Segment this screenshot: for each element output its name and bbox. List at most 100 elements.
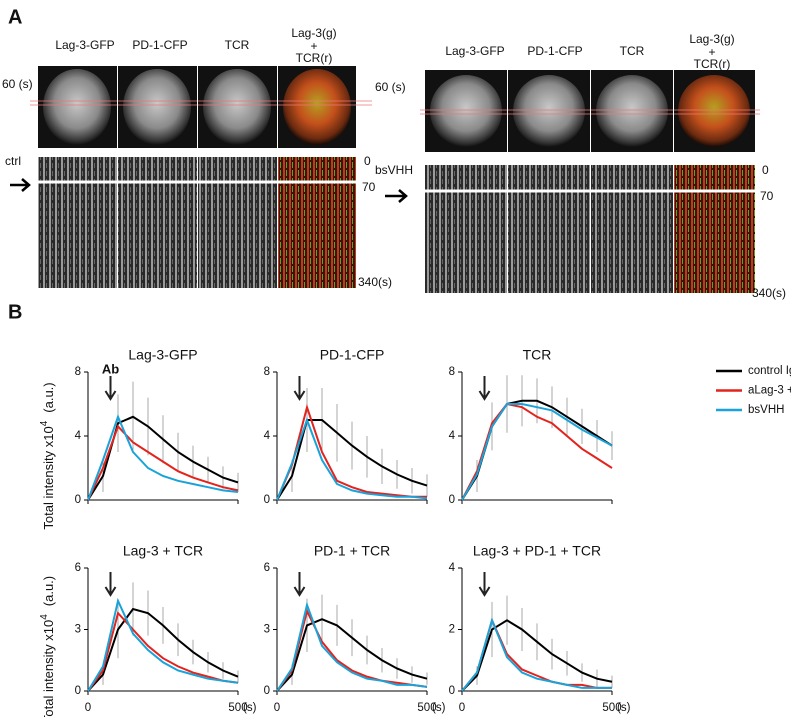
time-label: 70	[760, 189, 774, 203]
time-label: 60 (s)	[2, 77, 33, 91]
micrograph-cell	[123, 69, 191, 145]
y-tick-label: 4	[75, 430, 82, 442]
panel-label: B	[8, 301, 22, 323]
ab-arrow	[104, 376, 117, 401]
image-group-left: Lag-3-GFP PD-1-CFP TCR Lag-3(g) + TCR(r)…	[2, 26, 392, 289]
y-tick-label: 0	[449, 494, 455, 506]
image-group-right: Lag-3-GFP PD-1-CFP TCR Lag-3(g) + TCR(r)…	[375, 32, 786, 300]
y-tick-label: 3	[75, 624, 81, 636]
chart-title: Lag-3 + PD-1 + TCR	[473, 543, 601, 559]
chart-title: PD-1 + TCR	[314, 543, 390, 559]
y-tick-label: 8	[264, 366, 270, 378]
y-tick-label: 3	[264, 624, 270, 636]
column-header: Lag-3(g)	[689, 32, 734, 46]
arrow	[10, 178, 31, 192]
y-axis-label-exponent: 4	[39, 420, 50, 426]
x-tick-label: 0	[85, 702, 91, 714]
y-axis-label-unit: (a.u.)	[41, 576, 56, 606]
kymograph	[674, 165, 755, 293]
data-line	[461, 619, 613, 692]
x-tick-label: 500	[602, 702, 621, 714]
chart-title: PD-1-CFP	[320, 347, 385, 363]
legend-label: control IgG	[748, 365, 791, 377]
micrograph-cell	[678, 75, 750, 147]
annotation: Ab	[102, 361, 119, 376]
data-line	[276, 403, 427, 501]
ab-arrow	[104, 572, 117, 597]
panel-label: A	[8, 6, 22, 28]
y-axis-label-unit: (a.u.)	[41, 382, 56, 412]
ab-arrow	[478, 572, 491, 597]
micrograph-cell	[430, 75, 502, 147]
condition-label: bsVHH	[375, 163, 413, 177]
micrograph-cell	[43, 69, 111, 145]
micrograph-cell	[513, 75, 585, 147]
data-line	[276, 618, 428, 692]
x-axis-label: (s)	[243, 702, 257, 714]
data-line	[276, 419, 428, 501]
chart-title: TCR	[523, 347, 552, 363]
y-tick-label: 0	[264, 685, 270, 697]
kymograph	[38, 157, 277, 288]
ab-arrow	[293, 376, 306, 401]
data-line	[276, 601, 428, 692]
x-tick-label: 500	[228, 702, 247, 714]
kymograph	[278, 157, 356, 288]
ab-arrow	[293, 572, 306, 597]
time-label: 340(s)	[752, 286, 786, 300]
x-tick-label: 0	[274, 702, 280, 714]
micrograph-cell	[596, 75, 668, 147]
legend-label: aLag-3 + aPD-1	[748, 385, 791, 397]
micrograph-cell	[283, 69, 351, 145]
column-header: PD-1-CFP	[132, 38, 187, 52]
data-line	[461, 403, 613, 501]
condition-label: ctrl	[5, 154, 21, 168]
time-label: 0	[364, 154, 371, 168]
x-tick-label: 500	[417, 702, 436, 714]
data-line	[87, 611, 239, 692]
kymograph	[425, 165, 674, 293]
data-line	[276, 608, 428, 692]
column-header: TCR	[620, 44, 645, 58]
data-line	[87, 597, 239, 692]
y-tick-label: 8	[449, 366, 455, 378]
y-tick-label: 6	[75, 562, 81, 574]
column-header: TCR(r)	[694, 57, 731, 71]
y-tick-label: 0	[75, 685, 81, 697]
column-header: +	[708, 45, 715, 59]
y-tick-label: 4	[449, 562, 456, 574]
y-tick-label: 4	[264, 430, 271, 442]
x-axis-label: (s)	[432, 702, 446, 714]
data-line	[87, 414, 239, 501]
y-tick-label: 0	[264, 494, 270, 506]
time-label: 60 (s)	[375, 80, 406, 94]
ab-arrow	[478, 376, 491, 401]
x-tick-label: 0	[459, 702, 465, 714]
y-axis-label-exponent: 4	[39, 614, 50, 620]
y-tick-label: 0	[75, 494, 81, 506]
arrow	[385, 189, 408, 203]
time-label: 0	[762, 163, 769, 177]
chart-title: Lag-3 + TCR	[123, 543, 203, 559]
chart-title: Lag-3-GFP	[128, 347, 197, 363]
y-axis-label-text: Total intensity x10	[41, 426, 56, 529]
micrograph-cell	[203, 69, 271, 145]
y-tick-label: 2	[449, 624, 455, 636]
data-line	[87, 607, 239, 692]
time-label: 340(s)	[358, 275, 392, 289]
column-header: Lag-3-GFP	[55, 38, 114, 52]
data-line	[87, 424, 239, 501]
column-header: +	[310, 39, 317, 53]
y-axis-label: Total intensity x104 (a.u.)	[39, 576, 57, 717]
column-header: PD-1-CFP	[527, 44, 582, 58]
y-tick-label: 6	[264, 562, 270, 574]
column-header: TCR(r)	[296, 51, 333, 65]
y-tick-label: 8	[75, 366, 81, 378]
legend-label: bsVHH	[748, 404, 784, 416]
y-tick-label: 4	[449, 430, 456, 442]
y-axis-label-text: Total intensity x10	[41, 620, 56, 717]
y-axis-label: Total intensity x104 (a.u.)	[39, 382, 57, 529]
column-header: TCR	[225, 38, 250, 52]
data-line	[276, 417, 428, 501]
